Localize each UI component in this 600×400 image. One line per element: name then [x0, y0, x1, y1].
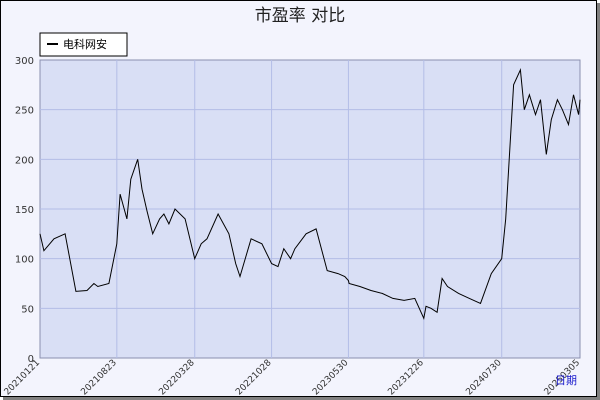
- x-tick-label: 20221028: [234, 358, 274, 398]
- x-tick-label: 20210823: [79, 358, 118, 397]
- y-tick-label: 100: [15, 255, 34, 266]
- x-tick-label: 20231226: [386, 358, 426, 398]
- x-axis-note: 日期: [555, 374, 577, 387]
- chart-title: 市盈率 对比: [255, 6, 345, 26]
- y-axis-ticks: 0 50 100 150 200 250 300: [15, 56, 34, 365]
- x-tick-label: 20210121: [3, 358, 42, 397]
- x-tick-label: 20230530: [311, 358, 351, 398]
- y-tick-label: 250: [15, 106, 34, 117]
- series-line-dianke-wangan: [39, 68, 581, 320]
- grid-lines: [40, 60, 580, 358]
- legend: 电科网安: [39, 32, 128, 57]
- legend-box: [39, 32, 128, 57]
- y-tick-label: 200: [15, 155, 34, 166]
- y-tick-label: 0: [28, 354, 34, 365]
- y-tick-label: 300: [15, 56, 34, 67]
- legend-label: 电科网安: [63, 37, 107, 51]
- x-tick-label: 20240730: [464, 358, 504, 398]
- y-tick-label: 50: [21, 304, 34, 315]
- y-tick-label: 150: [15, 205, 34, 216]
- x-tick-label: 20220328: [157, 358, 197, 398]
- x-axis-ticks: 20210121 20210823 20220328 20221028 20230530…: [3, 358, 582, 398]
